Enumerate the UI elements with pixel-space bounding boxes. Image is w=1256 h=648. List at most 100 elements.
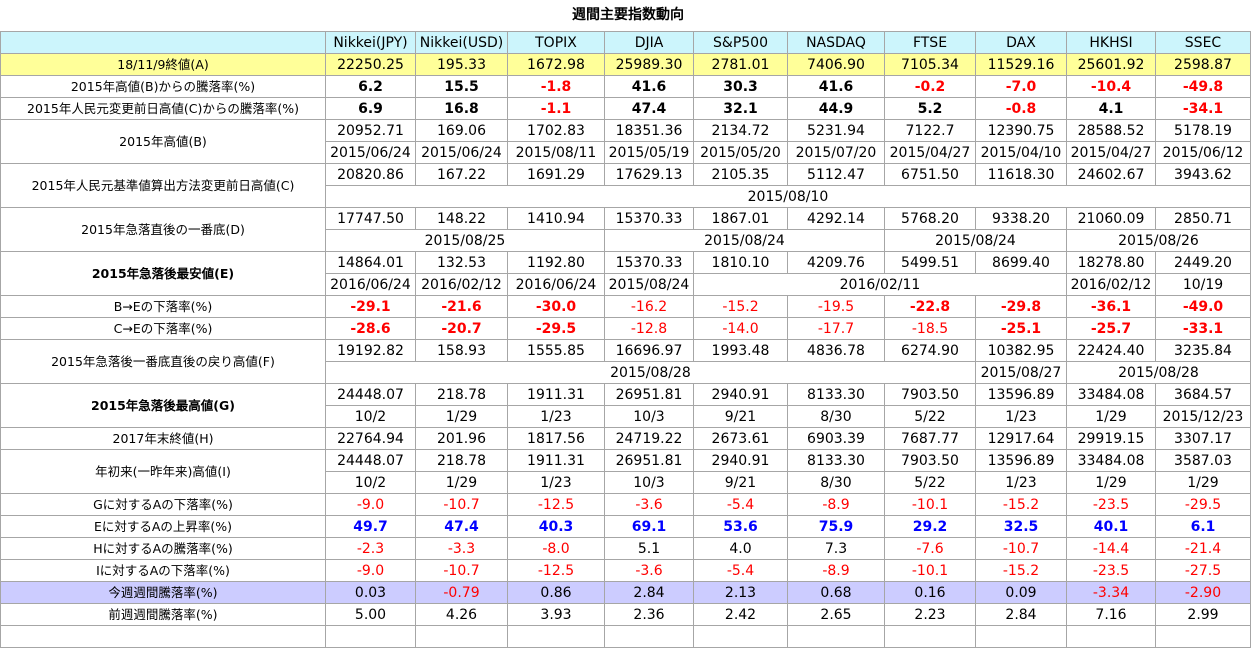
value-cell: 4836.78 [787,339,885,362]
value-cell: 10/2 [325,405,416,428]
value-cell: -12.8 [604,317,694,340]
value-cell: 18278.80 [1066,251,1156,274]
value-cell: 69.1 [604,515,694,538]
table-row: 年初来(一昨年来)高値(I) 24448.07 218.78 1911.31 26951… [0,449,1251,494]
empty-cell [787,625,885,648]
value-cell: -15.2 [975,559,1067,582]
value-cell: 2.23 [884,603,976,626]
value-cell: -34.1 [1155,97,1251,120]
value-cell: 0.16 [884,581,976,604]
value-cell: 11529.16 [975,53,1067,76]
value-cell: -33.1 [1155,317,1251,340]
table-body: Nikkei(JPY) Nikkei(USD) TOPIX DJIA S&P500 NAS… [0,31,1251,648]
column-header: DJIA [604,31,694,54]
value-cell: -3.6 [604,493,694,516]
value-cell: 1817.56 [507,427,605,450]
value-cell: 7.16 [1066,603,1156,626]
value-cell: 1810.10 [693,251,788,274]
value-cell: 33484.08 [1066,449,1156,472]
value-cell: 5/22 [884,405,976,428]
column-header: Nikkei(USD) [415,31,508,54]
value-cell: 2015/08/24 [604,229,885,252]
value-cell: 1691.29 [507,163,605,186]
value-cell: -29.8 [975,295,1067,318]
table-row: 2015/08/28 2015/08/27 2015/08/28 [1,361,1251,384]
value-cell: 2.65 [787,603,885,626]
value-cell: 1/29 [415,405,508,428]
value-cell: -17.7 [787,317,885,340]
value-cell: 20952.71 [325,119,416,142]
value-cell: -3.34 [1066,581,1156,604]
table-row: Gに対するAの下落率(%) -9.0 -10.7 -12.5 -3.6 -5.4 -8.9-… [0,493,1251,516]
value-cell: 4.26 [415,603,508,626]
value-cell: 0.03 [325,581,416,604]
value-cell: -23.5 [1066,559,1156,582]
value-cell: -0.8 [975,97,1067,120]
empty-cell [884,625,976,648]
value-cell: 22424.40 [1066,339,1156,362]
value-cell: 7406.90 [787,53,885,76]
value-cell: -20.7 [415,317,508,340]
value-cell: 13596.89 [975,449,1067,472]
empty-cell [0,625,326,648]
value-cell: -16.2 [604,295,694,318]
value-cell: -10.7 [975,537,1067,560]
value-cell: 24448.07 [325,383,416,406]
value-cell: 1672.98 [507,53,605,76]
value-cell: 2015/06/24 [325,141,416,164]
value-cell: 1911.31 [507,383,605,406]
value-cell: 7903.50 [884,383,976,406]
value-cell: 5.00 [325,603,416,626]
row-label: 2015年高値(B)からの騰落率(%) [0,75,326,98]
value-cell: 8/30 [787,471,885,494]
value-cell: 2781.01 [693,53,788,76]
value-cell: 12390.75 [975,119,1067,142]
value-cell: 12917.64 [975,427,1067,450]
value-cell: -2.3 [325,537,416,560]
value-cell: 5231.94 [787,119,885,142]
row-label: 年初来(一昨年来)高値(I) [0,449,326,494]
value-cell: 14864.01 [325,251,416,274]
header-row: Nikkei(JPY) Nikkei(USD) TOPIX DJIA S&P500 NAS… [0,31,1251,54]
row-label: 18/11/9終値(A) [0,53,326,76]
row-label: Iに対するAの下落率(%) [0,559,326,582]
value-cell: -5.4 [693,493,788,516]
value-cell: -18.5 [884,317,976,340]
value-cell: 49.7 [325,515,416,538]
value-cell: -10.4 [1066,75,1156,98]
row-label: 2015年急落後一番底直後の戻り高値(F) [0,339,326,384]
value-cell: 6751.50 [884,163,976,186]
value-cell: -19.5 [787,295,885,318]
value-cell: 41.6 [604,75,694,98]
value-cell: 4.1 [1066,97,1156,120]
value-cell: 1/29 [415,471,508,494]
value-cell: 2016/02/12 [415,273,508,296]
value-cell: 16696.97 [604,339,694,362]
value-cell: 6274.90 [884,339,976,362]
column-header: TOPIX [507,31,605,54]
value-cell: 2015/04/27 [1066,141,1156,164]
value-cell: -14.4 [1066,537,1156,560]
value-cell: 158.93 [415,339,508,362]
value-cell: 2016/02/12 [1066,273,1156,296]
empty-cell [507,625,605,648]
value-cell: 22764.94 [325,427,416,450]
value-cell: 2015/05/19 [604,141,694,164]
value-cell: -9.0 [325,493,416,516]
value-cell: -21.6 [415,295,508,318]
value-cell: 19192.82 [325,339,416,362]
value-cell: 25601.92 [1066,53,1156,76]
value-cell: -15.2 [693,295,788,318]
value-cell: -29.1 [325,295,416,318]
value-cell: -30.0 [507,295,605,318]
value-cell: 8/30 [787,405,885,428]
row-label: 2015年人民元基準値算出方法変更前日高値(C) [0,163,326,208]
value-cell: 1555.85 [507,339,605,362]
value-cell: 2015/06/12 [1155,141,1251,164]
value-cell: 2015/08/25 [325,229,605,252]
table-row: 今週週間騰落率(%) 0.03 -0.79 0.86 2.84 2.13 0.68 0.16 0… [0,581,1251,604]
value-cell: 24602.67 [1066,163,1156,186]
value-cell: -15.2 [975,493,1067,516]
value-cell: 18351.36 [604,119,694,142]
value-cell: 1993.48 [693,339,788,362]
